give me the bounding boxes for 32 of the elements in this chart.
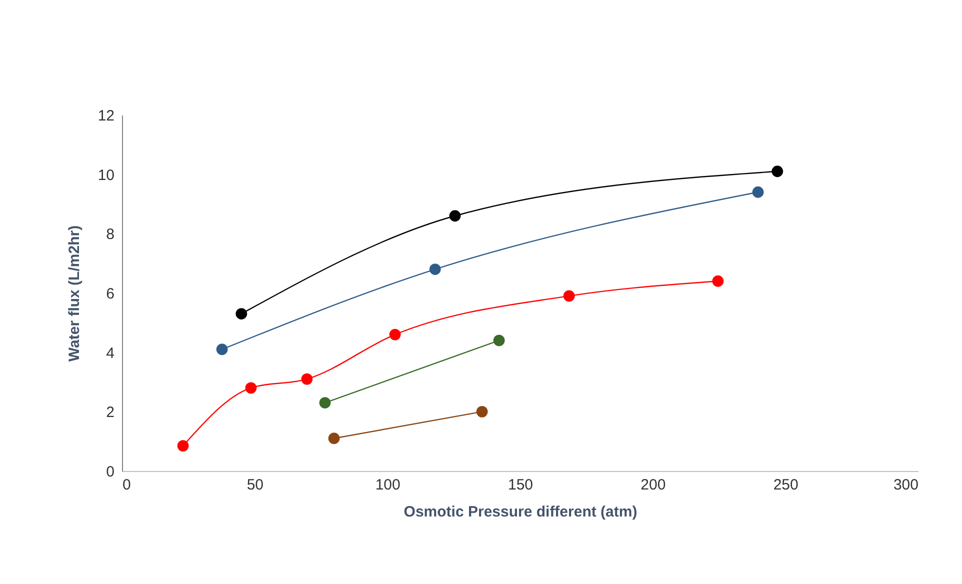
y-tick-label: 6 [106,286,114,302]
point [772,166,784,178]
y-tick-label: 12 [98,108,114,124]
x-tick-label: 50 [246,476,264,494]
point [328,432,340,444]
point [319,397,331,408]
point [563,290,575,302]
x-tick-label: 150 [508,476,534,494]
x-tick-label: 300 [893,476,918,494]
x-tick-label: 200 [640,476,666,494]
point [245,382,257,394]
point [712,275,724,287]
point [389,328,401,340]
point [236,308,248,320]
y-tick-label: 8 [106,226,114,244]
y-tick-label: 10 [98,166,114,184]
y-tick-label: 4 [106,344,114,362]
point [752,186,764,198]
x-axis-title: Osmotic Pressure different (atm) [404,504,638,520]
y-tick-label: 2 [106,404,114,422]
x-tick-label: 250 [773,476,798,494]
point [429,264,441,275]
y-axis-title: Water flux (L/m2hr) [66,225,83,362]
point [493,334,505,346]
point [449,210,461,222]
x-tick-label: 0 [122,476,131,494]
point [177,440,189,452]
y-tick-label: 0 [106,464,114,480]
x-tick-label: 100 [375,476,400,494]
point [301,373,313,385]
point [476,406,488,418]
point [216,344,228,356]
